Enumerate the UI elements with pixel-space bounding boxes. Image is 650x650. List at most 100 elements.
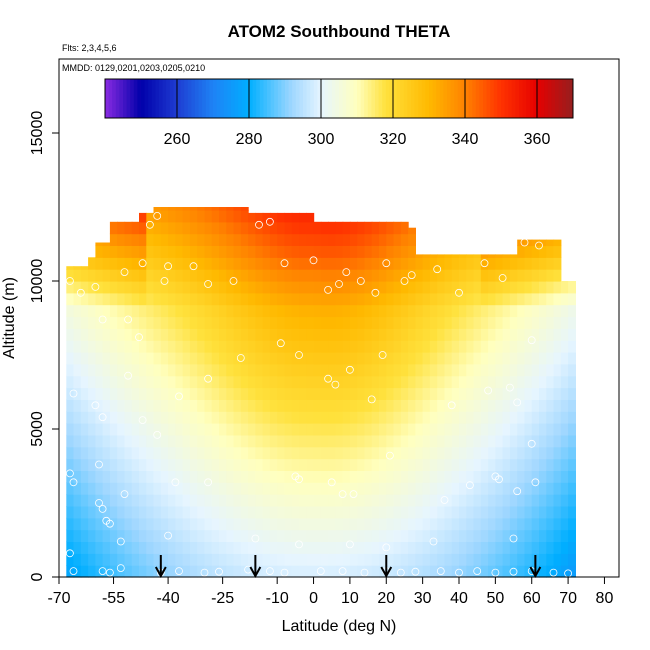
heatmap-cell (524, 553, 533, 566)
heatmap-cell (175, 434, 184, 448)
heatmap-cell (386, 257, 395, 270)
heatmap-cell (560, 494, 569, 507)
heatmap-cell (146, 434, 155, 448)
heatmap-cell (386, 233, 395, 246)
heatmap-cell (291, 565, 300, 578)
heatmap-cell (204, 458, 213, 471)
heatmap-cell (88, 494, 96, 507)
heatmap-cell (189, 207, 198, 211)
heatmap-cell (204, 470, 213, 483)
observation-point (280, 568, 289, 577)
heatmap-cell (429, 269, 438, 282)
heatmap-cell (73, 363, 82, 377)
heatmap-cell (313, 221, 322, 235)
heatmap-cell (277, 269, 286, 282)
heatmap-cell (284, 446, 293, 460)
heatmap-cell (451, 254, 460, 258)
heatmap-cell (299, 529, 307, 542)
heatmap-cell (371, 494, 380, 507)
heatmap-cell (211, 541, 220, 554)
heatmap-cell (539, 434, 547, 448)
x-tick-label: 80 (596, 590, 614, 607)
heatmap-cell (233, 494, 242, 507)
heatmap-cell (480, 352, 489, 365)
heatmap-cell (219, 553, 227, 566)
heatmap-cell (546, 269, 555, 282)
heatmap-cell (480, 399, 489, 412)
heatmap-cell (102, 553, 111, 566)
heatmap-cell (73, 541, 82, 554)
heatmap-cell (153, 482, 162, 495)
heatmap-cell (299, 411, 307, 424)
colorbar-segment (166, 79, 171, 118)
heatmap-cell (240, 245, 249, 258)
heatmap-cell (313, 316, 322, 329)
heatmap-cell (240, 352, 249, 365)
heatmap-cell (379, 233, 387, 246)
heatmap-cell (284, 245, 293, 258)
heatmap-cell (524, 470, 533, 483)
heatmap-cell (262, 375, 271, 389)
heatmap-cell (357, 517, 366, 531)
heatmap-cell (153, 541, 162, 554)
heatmap-cell (189, 363, 198, 377)
heatmap-cell (480, 446, 489, 460)
heatmap-cell (459, 292, 467, 306)
heatmap-cell (88, 506, 96, 519)
heatmap-cell (342, 506, 351, 519)
heatmap-cell (211, 233, 220, 246)
heatmap-cell (219, 494, 227, 507)
heatmap-cell (364, 292, 373, 306)
heatmap-cell (473, 387, 482, 400)
heatmap-cell (182, 210, 191, 223)
heatmap-cell (349, 565, 358, 578)
heatmap-cell (342, 233, 351, 246)
colorbar-segment (252, 79, 257, 118)
heatmap-cell (357, 221, 366, 235)
heatmap-cell (335, 387, 344, 400)
colorbar-segment (303, 79, 307, 118)
heatmap-cell (568, 281, 576, 294)
colorbar-segment (400, 79, 405, 118)
heatmap-cell (248, 328, 256, 341)
heatmap-cell (509, 281, 518, 294)
heatmap-cell (277, 281, 286, 294)
heatmap-cell (219, 352, 227, 365)
colorbar-segment (263, 79, 268, 118)
heatmap-cell (459, 506, 467, 519)
heatmap-cell (437, 387, 446, 400)
heatmap-cell (466, 281, 475, 294)
heatmap-cell (211, 207, 220, 211)
heatmap-cell (444, 482, 453, 495)
heatmap-cell (371, 470, 380, 483)
heatmap-cell (291, 212, 300, 223)
heatmap-cell (357, 470, 366, 483)
heatmap-cell (408, 316, 416, 329)
heatmap-cell (466, 446, 475, 460)
heatmap-cell (219, 340, 227, 353)
y-tick-label: 15000 (29, 111, 46, 156)
heatmap-cell (124, 482, 133, 495)
heatmap-cell (117, 221, 126, 235)
observation-point (153, 211, 162, 220)
heatmap-cell (248, 352, 256, 365)
heatmap-cell (131, 269, 140, 282)
heatmap-cell (240, 387, 249, 400)
heatmap-cell (429, 470, 438, 483)
heatmap-cell (495, 458, 504, 471)
heatmap-cell (102, 363, 111, 377)
heatmap-cell (357, 257, 366, 270)
heatmap-cell (466, 541, 475, 554)
heatmap-cell (306, 506, 315, 519)
heatmap-cell (175, 423, 184, 436)
heatmap-cell (408, 423, 416, 436)
heatmap-cell (204, 529, 213, 542)
heatmap-cell (109, 529, 118, 542)
heatmap-cell (73, 446, 82, 460)
heatmap-cells (66, 207, 576, 578)
heatmap-cell (95, 257, 104, 270)
heatmap-cell (371, 221, 380, 235)
heatmap-cell (248, 482, 256, 495)
heatmap-cell (364, 328, 373, 341)
heatmap-cell (371, 292, 380, 306)
